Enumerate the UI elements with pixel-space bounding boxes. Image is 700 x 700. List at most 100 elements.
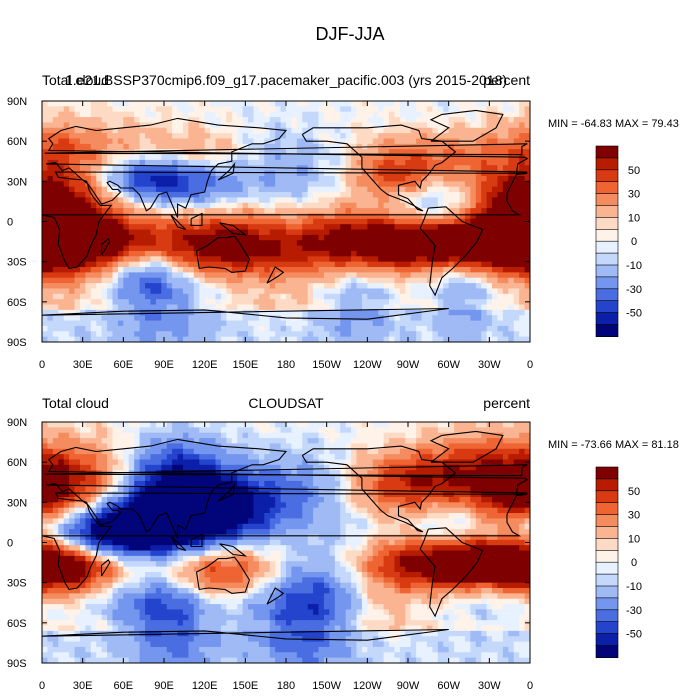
panel-obs-min-max: MIN = -73.66 MAX = 81.18 [548,439,679,451]
colorbar-swatch [595,502,619,516]
colorbar-swatch [595,466,619,480]
colorbar-swatch [595,549,619,563]
contour-field-model [42,101,530,342]
coastline-segment [266,587,285,605]
colorbar-swatch [595,514,619,528]
lon-label: 180 [277,359,295,371]
colorbar-swatch [595,145,619,159]
lon-label: 60E [114,359,134,371]
lon-label: 30E [73,359,93,371]
lon-label: 120E [192,680,218,692]
lat-label: 60S [7,297,27,309]
colorbar-label: -10 [626,581,642,593]
panel-obs-left-label: Total cloud [42,395,109,411]
lon-label: 60W [437,680,460,692]
lat-label: 60S [7,618,27,630]
colorbar-swatch [595,561,619,575]
colorbar-swatch [595,217,619,230]
lat-label: 30S [7,257,27,269]
lon-label: 150E [232,359,258,371]
colorbar-label: 50 [628,165,640,177]
coastline-segment [170,535,187,552]
colorbar-swatch [595,300,619,314]
colorbar-swatch [595,181,619,195]
colorbar-label: -10 [626,260,642,272]
axis-ticks-model: 90N 60N 30N 0 30S 60S 90S 0 30E 60E 90E 120E 150E 180… [7,96,533,371]
coastline-segment [217,161,236,181]
lon-label: 120W [353,680,382,692]
colorbar-label: 0 [631,236,637,248]
coastline-segment [42,307,449,320]
lat-label: 0 [7,538,13,550]
lon-label: 60W [437,359,460,371]
colorbar-swatch [595,157,619,171]
coastline-model [42,109,529,320]
coastline-segment [429,109,504,142]
colorbar-obs: 50 30 10 0 -10 -30 -50 [595,466,642,658]
panel-obs: Total cloud CLOUDSAT percent MIN = -73.6… [7,395,679,692]
coastline-segment [42,171,528,270]
panel-model-left-label: Total cloud [42,72,109,88]
colorbar-swatch [595,169,619,183]
colorbar-swatch [595,324,619,337]
colorbar-label: 10 [628,533,640,545]
colorbar-swatch [595,538,619,551]
coastline-segment [195,235,251,273]
lat-label: 0 [7,217,13,229]
colorbar-swatch [595,288,619,302]
lon-label: 0 [39,359,45,371]
colorbar-swatch [595,229,619,242]
coastline-segment [101,559,111,577]
lat-label: 90S [7,337,27,349]
lat-label: 90N [7,417,27,429]
coastline-segment [42,628,449,641]
colorbar-label: -30 [626,605,642,617]
lat-label: 30N [7,497,27,509]
colorbar-swatch [595,205,619,218]
colorbar-swatch [595,621,619,635]
panel-model-case-name: 1.e21.BSSP370cmip6.f09_g17.pacemaker_pac… [65,72,507,88]
lon-label: 150E [232,680,258,692]
lon-label: 90W [397,680,420,692]
lon-label: 0 [527,680,533,692]
lon-label: 0 [527,359,533,371]
colorbar-swatch [595,609,619,623]
colorbar-swatch [595,252,619,266]
coastline-segment [170,214,187,231]
lon-label: 30E [73,680,93,692]
colorbar-swatch [595,276,619,290]
colorbar-swatch [595,597,619,611]
coastline-segment [301,124,457,212]
panel-obs-center-label: CLOUDSAT [248,395,324,411]
colorbar-swatch [595,478,619,492]
lon-label: 120W [353,359,382,371]
contour-field-obs [42,422,530,663]
coastline-segment [42,492,528,591]
colorbar-label: 0 [631,557,637,569]
coastline-segment [301,445,457,533]
colorbar-swatch [595,490,619,504]
colorbar-label: 10 [628,212,640,224]
coastline-segment [217,482,236,502]
colorbar-label: -50 [626,308,642,320]
coastline-segment [46,438,529,539]
lon-label: 120E [192,359,218,371]
lat-label: 60N [7,136,27,148]
colorbar-label: -30 [626,284,642,296]
colorbar-label: 30 [628,510,640,522]
colorbar-swatch [595,193,619,207]
lon-label: 150W [312,680,341,692]
panel-obs-units: percent [483,395,530,411]
coastline-segment [44,143,528,156]
lon-label: 90W [397,359,420,371]
colorbar-swatch [595,585,619,599]
lon-label: 90E [154,680,174,692]
colorbar-swatch [595,312,619,326]
colorbar-swatch [595,633,619,647]
lat-label: 30N [7,176,27,188]
coastline-segment [419,527,484,618]
lat-label: 30S [7,578,27,590]
figure-title: DJF-JJA [316,24,385,44]
coastline-segment [101,238,111,256]
colorbar-swatch [595,526,619,539]
